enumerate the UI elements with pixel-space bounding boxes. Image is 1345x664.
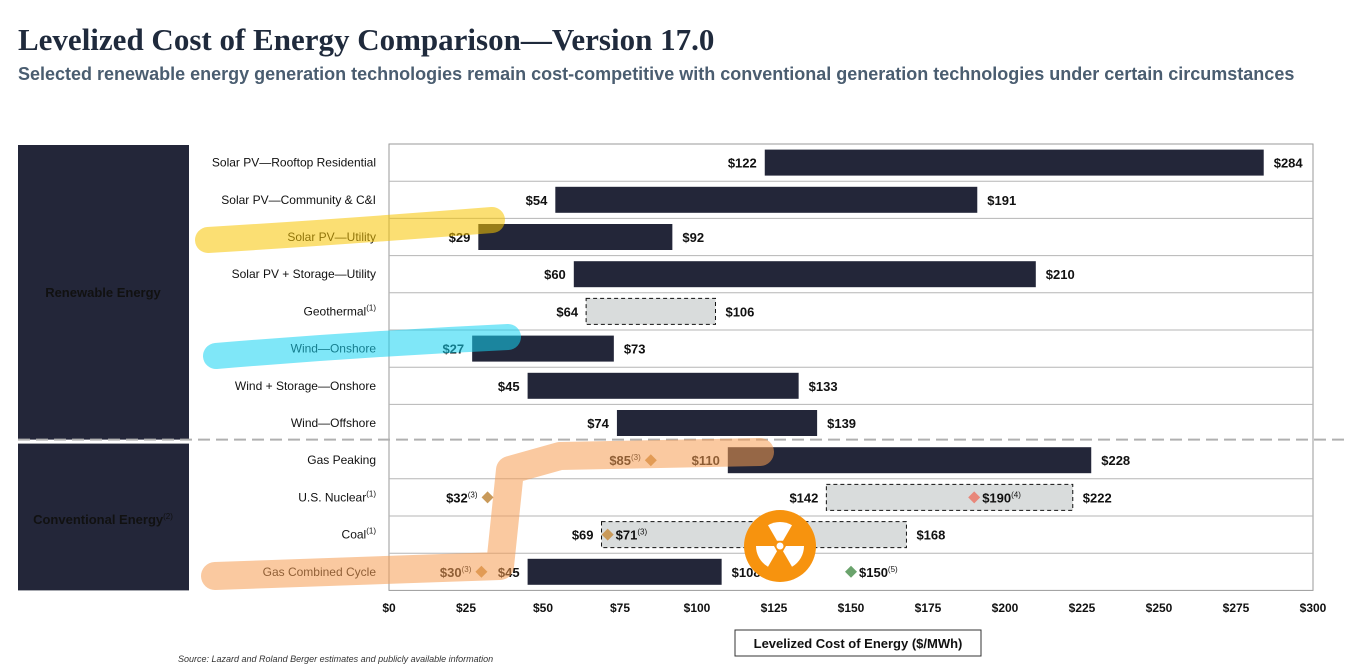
marker-diamond — [481, 491, 494, 504]
range-bar — [727, 447, 1092, 474]
radioactive-blade — [768, 522, 792, 541]
range-bar — [478, 224, 673, 250]
row-label: Wind + Storage—Onshore — [235, 379, 376, 393]
row-label: U.S. Nuclear(1) — [298, 489, 376, 504]
x-tick-label: $50 — [533, 601, 553, 615]
x-tick-label: $225 — [1069, 601, 1096, 615]
high-value-label: $168 — [916, 528, 945, 543]
x-axis-label: Levelized Cost of Energy ($/MWh) — [754, 636, 963, 651]
marker-diamond — [601, 528, 614, 541]
range-bar-dashed — [825, 483, 1074, 511]
x-tick-label: $300 — [1300, 601, 1327, 615]
row-label: Solar PV—Rooftop Residential — [212, 156, 376, 170]
radioactive-icon — [744, 510, 816, 582]
source-note: Source: Lazard and Roland Berger estimat… — [178, 654, 494, 664]
highlight-stroke-orange — [201, 438, 774, 590]
high-value-label: $133 — [809, 379, 838, 394]
marker-label: $32(3) — [446, 490, 478, 505]
range-bar — [616, 410, 818, 436]
range-bar-dashed — [585, 297, 716, 325]
low-value-label: $64 — [556, 304, 578, 319]
high-value-label: $210 — [1046, 267, 1075, 282]
range-bar — [573, 261, 1036, 288]
low-value-label: $142 — [789, 490, 818, 505]
row-label: Gas Peaking — [307, 453, 376, 467]
x-tick-label: $150 — [838, 601, 865, 615]
page-subtitle: Selected renewable energy generation tec… — [18, 64, 1295, 84]
high-value-label: $228 — [1101, 453, 1130, 468]
x-tick-label: $200 — [992, 601, 1019, 615]
low-value-label: $60 — [544, 267, 566, 282]
x-tick-label: $75 — [610, 601, 630, 615]
high-value-label: $139 — [827, 416, 856, 431]
x-tick-label: $125 — [761, 601, 788, 615]
high-value-label: $106 — [725, 304, 754, 319]
x-tick-label: $0 — [382, 601, 396, 615]
high-value-label: $222 — [1083, 490, 1112, 505]
row-label: Geothermal(1) — [304, 303, 377, 318]
high-value-label: $92 — [682, 230, 704, 245]
high-value-label: $73 — [624, 342, 646, 357]
marker-diamond — [845, 565, 857, 578]
low-value-label: $69 — [572, 528, 594, 543]
high-value-label: $191 — [987, 193, 1016, 208]
page-title: Levelized Cost of Energy Comparison—Vers… — [18, 22, 715, 57]
range-bar — [764, 149, 1264, 176]
low-value-label: $74 — [587, 416, 609, 431]
row-label: Wind—Offshore — [291, 416, 376, 430]
x-tick-label: $250 — [1146, 601, 1173, 615]
panel-conventional — [18, 443, 189, 591]
highlight-stroke-cyan — [203, 324, 521, 369]
group-label-renewable: Renewable Energy — [45, 285, 161, 300]
range-bar — [527, 558, 722, 585]
marker-diamond — [968, 491, 981, 504]
x-axis-label-box — [734, 629, 982, 657]
radioactive-blade — [783, 546, 804, 567]
highlight-stroke-yellow — [195, 207, 505, 253]
range-bar — [555, 186, 978, 213]
x-tick-label: $275 — [1223, 601, 1250, 615]
high-value-label: $284 — [1274, 156, 1304, 171]
radioactive-center — [776, 542, 784, 550]
row-label: Solar PV—Community & C&I — [221, 193, 376, 207]
low-value-label: $122 — [728, 156, 757, 171]
x-tick-label: $100 — [684, 601, 711, 615]
row-label: Solar PV + Storage—Utility — [232, 267, 376, 281]
marker-label: $150(5) — [859, 565, 898, 580]
panel-renewable — [18, 145, 189, 440]
row-label: Coal(1) — [342, 527, 377, 542]
x-tick-label: $25 — [456, 601, 476, 615]
radioactive-blade — [756, 546, 777, 567]
low-value-label: $54 — [526, 193, 548, 208]
low-value-label: $45 — [498, 379, 520, 394]
group-label-conventional: Conventional Energy(2) — [33, 512, 173, 527]
x-tick-label: $175 — [915, 601, 942, 615]
range-bar — [527, 372, 799, 399]
